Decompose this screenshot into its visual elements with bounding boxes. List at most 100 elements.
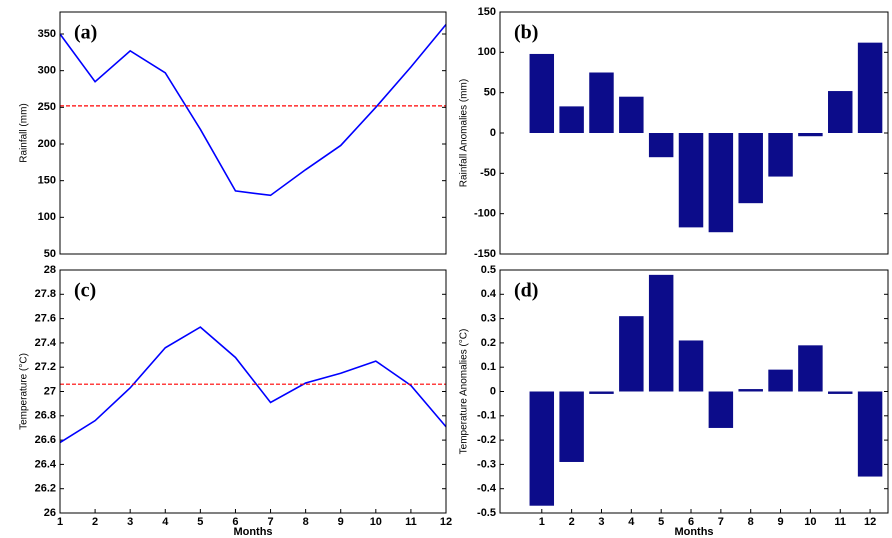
y-tick-label: 50 <box>484 87 496 99</box>
bar <box>738 389 763 392</box>
x-tick-label: 12 <box>440 516 452 528</box>
bar <box>857 391 883 477</box>
x-tick-label: 6 <box>232 516 238 528</box>
x-tick-label: 8 <box>748 516 754 528</box>
axes-frame <box>59 11 447 255</box>
bar <box>798 345 823 392</box>
y-tick-label: 150 <box>38 175 56 187</box>
y-tick-label: 150 <box>478 6 496 18</box>
x-tick-label: 2 <box>569 516 575 528</box>
axes-frame <box>59 269 447 514</box>
y-tick-label: 100 <box>478 46 496 58</box>
x-axis-label: Months <box>674 526 713 538</box>
y-tick-label: 0 <box>490 385 496 397</box>
line <box>59 326 447 444</box>
bar <box>857 42 883 133</box>
y-tick-label: 27.2 <box>35 361 56 373</box>
bar <box>708 391 734 428</box>
y-tick-label: 0.4 <box>481 288 497 300</box>
panel-label: (d) <box>514 280 538 302</box>
y-tick-label: 26.6 <box>35 434 56 446</box>
x-tick-label: 5 <box>658 516 664 528</box>
y-tick-label: 0.1 <box>481 361 496 373</box>
y-tick-label: -150 <box>474 248 496 260</box>
axes-frame <box>499 11 889 255</box>
panel-label: (b) <box>514 22 538 44</box>
y-tick-label: 27 <box>44 385 56 397</box>
x-tick-label: 9 <box>777 516 783 528</box>
y-tick-label: 26.8 <box>35 410 56 422</box>
bar <box>828 391 853 394</box>
x-tick-label: 5 <box>197 516 203 528</box>
y-tick-label: 27.4 <box>35 337 57 349</box>
y-tick-label: 26.2 <box>35 483 56 495</box>
bar <box>708 133 734 233</box>
x-tick-label: 9 <box>338 516 344 528</box>
plot-area <box>60 270 446 513</box>
x-tick-label: 7 <box>267 516 273 528</box>
bar <box>589 72 614 133</box>
y-tick-label: 100 <box>38 211 56 223</box>
bar <box>798 133 823 137</box>
bar <box>768 133 793 177</box>
bar <box>678 340 704 392</box>
x-axis-label: Months <box>233 526 272 538</box>
y-tick-label: 0.3 <box>481 313 496 325</box>
y-tick-label: 27.6 <box>35 313 56 325</box>
x-tick-label: 4 <box>628 516 635 528</box>
y-tick-label: -50 <box>480 167 496 179</box>
x-tick-label: 10 <box>370 516 382 528</box>
bar <box>648 274 674 392</box>
y-tick-label: 200 <box>38 138 56 150</box>
y-axis-label: Rainfall Anomalies (mm) <box>459 79 470 187</box>
bar <box>559 106 584 133</box>
y-tick-label: 0.2 <box>481 337 496 349</box>
y-tick-label: 300 <box>38 65 56 77</box>
x-tick-label: 3 <box>598 516 604 528</box>
y-tick-label: 26.4 <box>35 458 57 470</box>
y-tick-label: 350 <box>38 28 56 40</box>
y-tick-label: -100 <box>474 208 496 220</box>
x-tick-label: 3 <box>127 516 133 528</box>
line <box>59 23 447 197</box>
bar <box>559 391 584 462</box>
y-tick-label: 26 <box>44 507 56 519</box>
y-tick-label: -0.5 <box>477 507 496 519</box>
x-tick-label: 11 <box>834 516 846 528</box>
bar <box>529 391 555 506</box>
y-axis-label: Temperature Anomalies (°C) <box>459 329 470 455</box>
y-tick-label: -0.3 <box>477 458 496 470</box>
y-tick-label: 50 <box>44 248 56 260</box>
bar <box>648 133 674 158</box>
panel-label: (c) <box>74 280 96 302</box>
x-tick-label: 2 <box>92 516 98 528</box>
x-tick-label: 11 <box>405 516 417 528</box>
panel-label: (a) <box>74 22 97 44</box>
x-tick-label: 4 <box>162 516 169 528</box>
bar <box>738 133 763 204</box>
y-tick-label: 27.8 <box>35 288 56 300</box>
axes-frame <box>499 269 889 514</box>
bar <box>768 369 793 392</box>
y-tick-label: 250 <box>38 101 56 113</box>
x-tick-label: 1 <box>539 516 545 528</box>
x-tick-label: 12 <box>864 516 876 528</box>
y-tick-label: 0.5 <box>481 264 496 276</box>
y-tick-label: -0.4 <box>477 483 497 495</box>
y-tick-label: 28 <box>44 264 56 276</box>
bar <box>678 133 704 228</box>
x-tick-label: 7 <box>718 516 724 528</box>
y-axis-label: Temperature (°C) <box>19 353 30 430</box>
x-tick-label: 8 <box>303 516 309 528</box>
bar <box>828 91 853 133</box>
x-tick-label: 6 <box>688 516 694 528</box>
bar <box>619 316 644 392</box>
plot-area <box>60 12 446 254</box>
x-tick-label: 10 <box>804 516 816 528</box>
bar <box>619 96 644 133</box>
y-axis-label: Rainfall (mm) <box>19 103 30 162</box>
y-tick-label: 0 <box>490 127 496 139</box>
bar <box>589 391 614 394</box>
y-tick-label: -0.1 <box>477 410 496 422</box>
